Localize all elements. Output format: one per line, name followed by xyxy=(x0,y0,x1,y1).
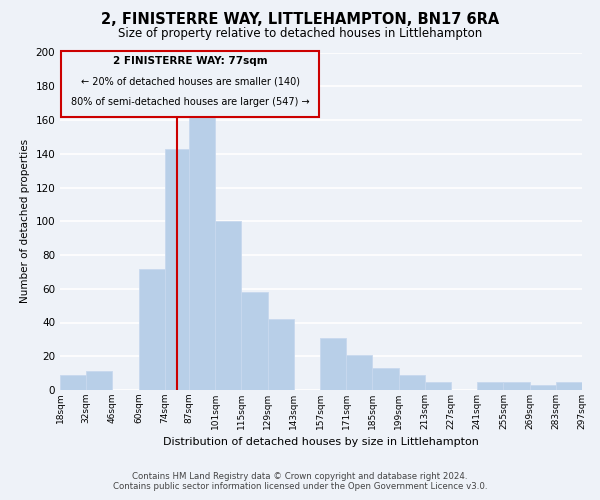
Text: 80% of semi-detached houses are larger (547) →: 80% of semi-detached houses are larger (… xyxy=(71,98,310,108)
Text: 2 FINISTERRE WAY: 77sqm: 2 FINISTERRE WAY: 77sqm xyxy=(113,56,268,66)
Text: Size of property relative to detached houses in Littlehampton: Size of property relative to detached ho… xyxy=(118,28,482,40)
Bar xyxy=(425,382,451,390)
Bar xyxy=(60,375,86,390)
Bar xyxy=(320,338,346,390)
Bar xyxy=(139,268,165,390)
Y-axis label: Number of detached properties: Number of detached properties xyxy=(20,139,30,304)
Bar xyxy=(530,385,556,390)
Bar xyxy=(477,382,503,390)
Text: ← 20% of detached houses are smaller (140): ← 20% of detached houses are smaller (14… xyxy=(81,77,300,87)
Bar xyxy=(503,382,530,390)
Bar xyxy=(398,375,425,390)
Bar xyxy=(241,292,268,390)
Bar xyxy=(165,148,189,390)
Text: 2, FINISTERRE WAY, LITTLEHAMPTON, BN17 6RA: 2, FINISTERRE WAY, LITTLEHAMPTON, BN17 6… xyxy=(101,12,499,28)
Bar xyxy=(61,51,319,116)
Text: Contains HM Land Registry data © Crown copyright and database right 2024.
Contai: Contains HM Land Registry data © Crown c… xyxy=(113,472,487,491)
Bar xyxy=(373,368,398,390)
X-axis label: Distribution of detached houses by size in Littlehampton: Distribution of detached houses by size … xyxy=(163,438,479,448)
Bar xyxy=(86,372,112,390)
Bar xyxy=(556,382,582,390)
Bar xyxy=(215,221,241,390)
Bar xyxy=(189,106,215,390)
Bar xyxy=(346,354,373,390)
Bar xyxy=(268,319,294,390)
